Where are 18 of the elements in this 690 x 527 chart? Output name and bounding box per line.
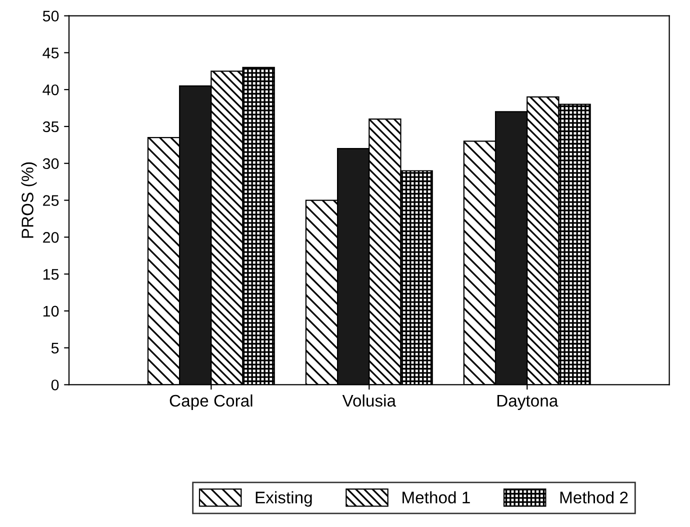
legend-label: Method 2	[560, 491, 628, 504]
y-tick-label: 30	[42, 158, 59, 170]
legend-label: Existing	[256, 491, 312, 507]
y-tick-label: 10	[43, 306, 59, 317]
y-tick-label: 0	[51, 380, 59, 390]
y-tick-label: 45	[42, 48, 59, 58]
legend-label: Method 1	[402, 491, 470, 504]
x-tick-label: Volusia	[342, 394, 396, 407]
y-tick-label: 40	[42, 84, 59, 96]
y-tick-label: 5	[51, 342, 59, 354]
y-tick-label: 20	[43, 232, 59, 243]
y-axis-title: PROS (%)	[21, 162, 37, 238]
y-tick-label: 50	[42, 10, 59, 22]
x-tick-label: Cape Coral	[170, 394, 252, 410]
y-tick-label: 35	[42, 121, 59, 132]
y-tick-label: 25	[43, 195, 59, 206]
x-tick-label: Daytona	[497, 395, 558, 410]
y-tick-label: 15	[43, 269, 59, 280]
